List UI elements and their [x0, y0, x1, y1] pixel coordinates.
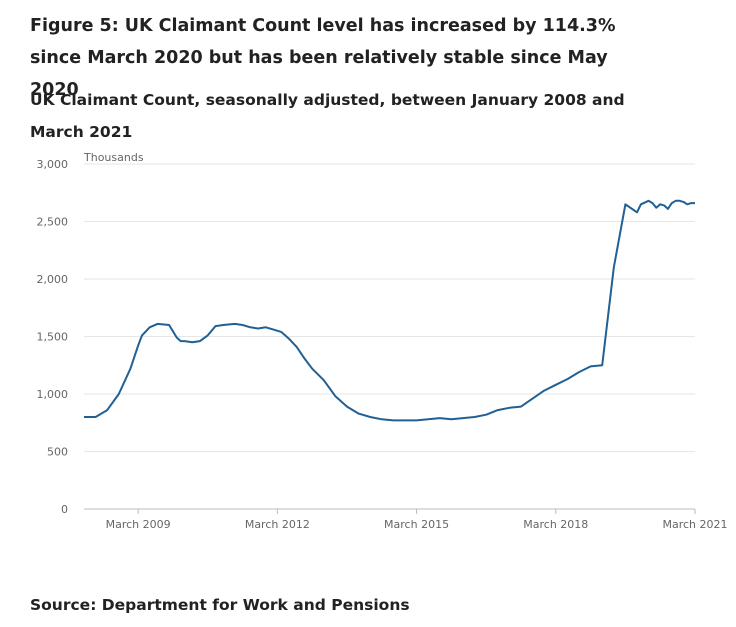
y-tick-label: 2,500: [37, 216, 69, 229]
data-point: [296, 346, 298, 348]
data-point: [149, 326, 151, 328]
data-point: [129, 368, 131, 370]
data-point: [180, 340, 182, 342]
data-point: [199, 340, 201, 342]
data-point: [257, 328, 259, 330]
data-point: [679, 200, 681, 202]
x-axis-ticks: March 2009 March 2012 March 2015 March 2018…: [106, 509, 728, 531]
data-point: [671, 202, 673, 204]
data-point: [106, 409, 108, 411]
y-tick-label: 2,000: [37, 273, 69, 286]
data-point: [176, 337, 178, 339]
y-tick-label: 0: [61, 503, 68, 516]
data-point: [118, 393, 120, 395]
data-point: [655, 207, 657, 209]
data-point: [578, 371, 580, 373]
data-point: [265, 326, 267, 328]
x-tick-label: March 2009: [106, 518, 171, 531]
chart-subtitle: UK Claimant Count, seasonally adjusted, …: [30, 91, 625, 141]
x-tick-label: March 2018: [523, 518, 588, 531]
data-point: [222, 324, 224, 326]
y-tick-label: 3,000: [37, 158, 69, 171]
claimant-count-line: [84, 199, 695, 422]
data-point: [215, 325, 217, 327]
data-point: [288, 338, 290, 340]
data-point: [404, 419, 406, 421]
data-point: [675, 200, 677, 202]
x-tick-label: March 2012: [245, 518, 310, 531]
data-point: [508, 407, 510, 409]
data-point: [141, 334, 143, 336]
data-point: [555, 384, 557, 386]
data-point: [358, 413, 360, 415]
data-point: [381, 418, 383, 420]
data-point: [485, 414, 487, 416]
y-tick-label: 500: [47, 446, 68, 459]
data-point: [334, 395, 336, 397]
data-point: [613, 267, 615, 269]
data-point: [416, 419, 418, 421]
data-point: [663, 204, 665, 206]
data-point: [311, 368, 313, 370]
data-point: [234, 323, 236, 325]
data-point: [392, 419, 394, 421]
data-point: [273, 329, 275, 331]
data-point: [601, 364, 603, 366]
data-point: [137, 345, 139, 347]
data-point: [427, 418, 429, 420]
data-point: [346, 406, 348, 408]
data-point: [168, 324, 170, 326]
data-point: [690, 202, 692, 204]
figure-title: Figure 5: UK Claimant Count level has in…: [30, 16, 616, 100]
data-point: [636, 211, 638, 213]
y-axis-unit-label: Thousands: [83, 151, 144, 164]
data-point: [95, 416, 97, 418]
data-point: [323, 379, 325, 381]
data-point: [686, 203, 688, 205]
data-point: [207, 334, 209, 336]
data-point: [648, 200, 650, 202]
data-point: [280, 331, 282, 333]
data-point: [532, 398, 534, 400]
data-point: [566, 378, 568, 380]
data-point: [191, 341, 193, 343]
data-point: [184, 340, 186, 342]
data-point: [369, 416, 371, 418]
data-point: [682, 201, 684, 203]
y-tick-label: 1,500: [37, 331, 69, 344]
data-point: [157, 323, 159, 325]
y-axis-tick-labels: 0 500 1,000 1,500 2,000 2,500 3,000: [37, 158, 69, 516]
data-point: [624, 203, 626, 205]
data-point: [83, 416, 85, 418]
grid-lines: [84, 163, 695, 510]
data-point: [450, 418, 452, 420]
data-point: [242, 324, 244, 326]
data-point: [694, 202, 696, 204]
data-point: [640, 203, 642, 205]
data-point: [652, 202, 654, 204]
data-point: [439, 417, 441, 419]
y-tick-label: 1,000: [37, 388, 69, 401]
x-tick-label: March 2015: [384, 518, 449, 531]
x-tick-label: March 2021: [662, 518, 727, 531]
data-points: [83, 200, 696, 422]
source-note: Source: Department for Work and Pensions: [30, 596, 410, 614]
data-point: [474, 416, 476, 418]
data-point: [520, 406, 522, 408]
data-point: [543, 390, 545, 392]
data-point: [659, 203, 661, 205]
data-point: [303, 357, 305, 359]
data-point: [462, 417, 464, 419]
data-point: [590, 365, 592, 367]
data-point: [249, 326, 251, 328]
data-point: [667, 208, 669, 210]
data-point: [497, 409, 499, 411]
